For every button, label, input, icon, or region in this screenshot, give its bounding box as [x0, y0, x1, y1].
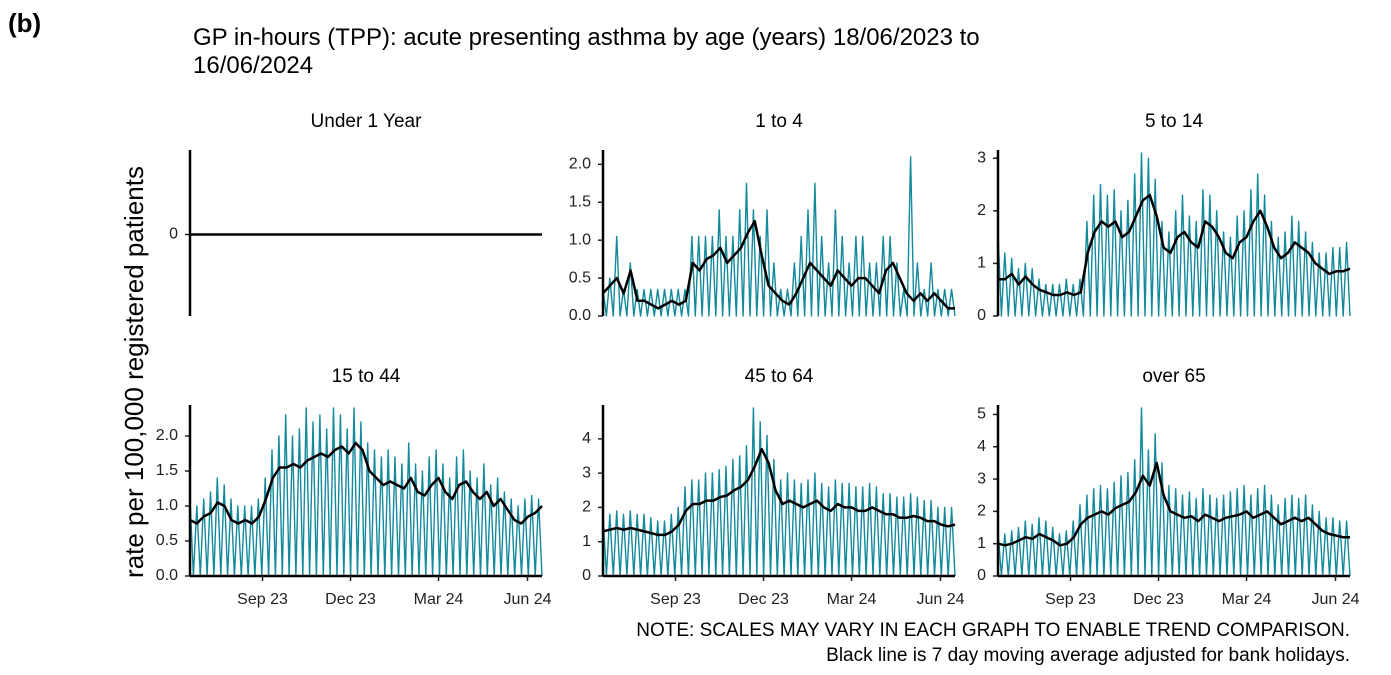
x-tick-label: Jun 24: [1311, 591, 1359, 608]
x-tick-label: Mar 24: [1222, 591, 1272, 608]
series-line: [602, 407, 956, 577]
x-tick-label: Dec 23: [325, 591, 376, 608]
y-tick-label: 0: [582, 567, 591, 584]
series-line: [602, 447, 956, 537]
y-tick-label: 0: [169, 226, 178, 243]
y-tick-label: 0: [977, 567, 986, 584]
y-tick-label: 2: [977, 202, 986, 219]
x-tick-label: Dec 23: [1133, 591, 1184, 608]
note: Black line is 7 day moving average adjus…: [826, 645, 1350, 666]
panel-title: 45 to 64: [745, 366, 814, 387]
y-tick-label: 0.5: [569, 269, 591, 286]
series-line: [189, 441, 543, 525]
y-tick-label: 4: [977, 438, 986, 455]
y-tick-label: 1: [582, 533, 591, 550]
chart-title: GP in-hours (TPP): acute presenting asth…: [193, 24, 980, 79]
y-tick-label: 1.5: [569, 193, 591, 210]
panel-title: 5 to 14: [1145, 111, 1204, 132]
series-line: [602, 156, 956, 317]
series-line: [189, 407, 543, 577]
y-tick-label: 3: [977, 149, 986, 166]
y-tick-label: 5: [977, 406, 986, 423]
x-tick-label: Jun 24: [503, 591, 551, 608]
y-tick-label: 0.0: [156, 567, 178, 584]
y-tick-label: 1: [977, 255, 986, 272]
note: NOTE: SCALES MAY VARY IN EACH GRAPH TO E…: [636, 620, 1350, 641]
panel-title: over 65: [1142, 366, 1205, 387]
panel-label: (b): [8, 8, 42, 38]
y-tick-label: 1.0: [569, 231, 591, 248]
y-tick-label: 2: [977, 503, 986, 520]
x-tick-label: Mar 24: [414, 591, 464, 608]
panel-title: 1 to 4: [755, 111, 803, 132]
y-tick-label: 1: [977, 535, 986, 552]
y-tick-label: 0.0: [569, 307, 591, 324]
y-tick-label: 1.0: [156, 497, 178, 514]
x-tick-label: Dec 23: [738, 591, 789, 608]
y-axis-label: rate per 100,000 registered patients: [119, 166, 149, 578]
y-tick-label: 3: [977, 470, 986, 487]
y-tick-label: 2.0: [156, 427, 178, 444]
y-tick-label: 2: [582, 499, 591, 516]
x-tick-label: Jun 24: [916, 591, 964, 608]
x-tick-label: Sep 23: [237, 591, 288, 608]
x-tick-label: Mar 24: [827, 591, 877, 608]
y-tick-label: 0: [977, 307, 986, 324]
series-line: [997, 152, 1351, 317]
panel-title: 15 to 44: [332, 366, 401, 387]
series-line: [997, 461, 1350, 547]
x-tick-label: Sep 23: [1045, 591, 1096, 608]
panel-title: Under 1 Year: [311, 111, 423, 132]
y-tick-label: 1.5: [156, 462, 178, 479]
y-tick-label: 0.5: [156, 532, 178, 549]
series-line: [998, 193, 1351, 297]
y-tick-label: 2.0: [569, 156, 591, 173]
series-line: [602, 219, 955, 310]
y-tick-label: 4: [582, 430, 591, 447]
x-tick-label: Sep 23: [650, 591, 701, 608]
series-line: [997, 407, 1351, 577]
y-tick-label: 3: [582, 464, 591, 481]
